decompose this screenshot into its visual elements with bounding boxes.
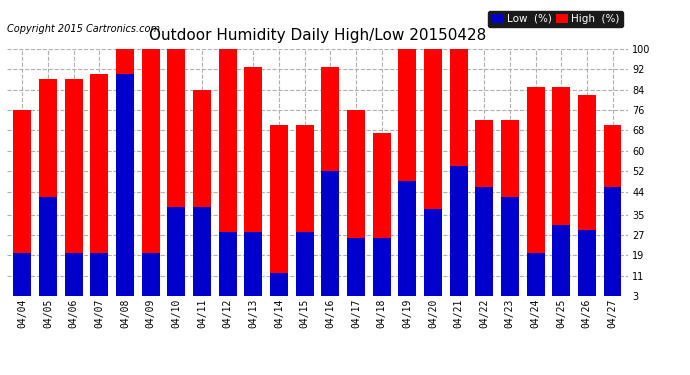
- Bar: [552, 225, 570, 296]
- Bar: [295, 125, 313, 296]
- Bar: [450, 49, 468, 296]
- Bar: [322, 67, 339, 296]
- Bar: [526, 87, 544, 296]
- Bar: [501, 120, 519, 296]
- Bar: [39, 80, 57, 296]
- Legend: Low  (%), High  (%): Low (%), High (%): [488, 10, 622, 27]
- Bar: [39, 197, 57, 296]
- Bar: [141, 253, 159, 296]
- Bar: [219, 232, 237, 296]
- Bar: [475, 120, 493, 296]
- Bar: [373, 238, 391, 296]
- Bar: [322, 171, 339, 296]
- Bar: [424, 210, 442, 296]
- Bar: [398, 182, 416, 296]
- Bar: [13, 253, 31, 296]
- Bar: [475, 186, 493, 296]
- Bar: [398, 49, 416, 296]
- Bar: [244, 232, 262, 296]
- Bar: [90, 253, 108, 296]
- Bar: [424, 49, 442, 296]
- Bar: [578, 230, 596, 296]
- Bar: [526, 253, 544, 296]
- Title: Outdoor Humidity Daily High/Low 20150428: Outdoor Humidity Daily High/Low 20150428: [149, 28, 486, 44]
- Bar: [295, 232, 313, 296]
- Bar: [116, 74, 134, 296]
- Bar: [193, 207, 211, 296]
- Bar: [552, 87, 570, 296]
- Text: Copyright 2015 Cartronics.com: Copyright 2015 Cartronics.com: [7, 24, 160, 34]
- Bar: [450, 166, 468, 296]
- Bar: [270, 273, 288, 296]
- Bar: [347, 110, 365, 296]
- Bar: [604, 125, 622, 296]
- Bar: [13, 110, 31, 296]
- Bar: [141, 49, 159, 296]
- Bar: [578, 94, 596, 296]
- Bar: [244, 67, 262, 296]
- Bar: [604, 186, 622, 296]
- Bar: [65, 253, 83, 296]
- Bar: [167, 49, 185, 296]
- Bar: [90, 74, 108, 296]
- Bar: [116, 49, 134, 296]
- Bar: [373, 133, 391, 296]
- Bar: [193, 90, 211, 296]
- Bar: [501, 197, 519, 296]
- Bar: [347, 238, 365, 296]
- Bar: [167, 207, 185, 296]
- Bar: [65, 80, 83, 296]
- Bar: [219, 49, 237, 296]
- Bar: [270, 125, 288, 296]
